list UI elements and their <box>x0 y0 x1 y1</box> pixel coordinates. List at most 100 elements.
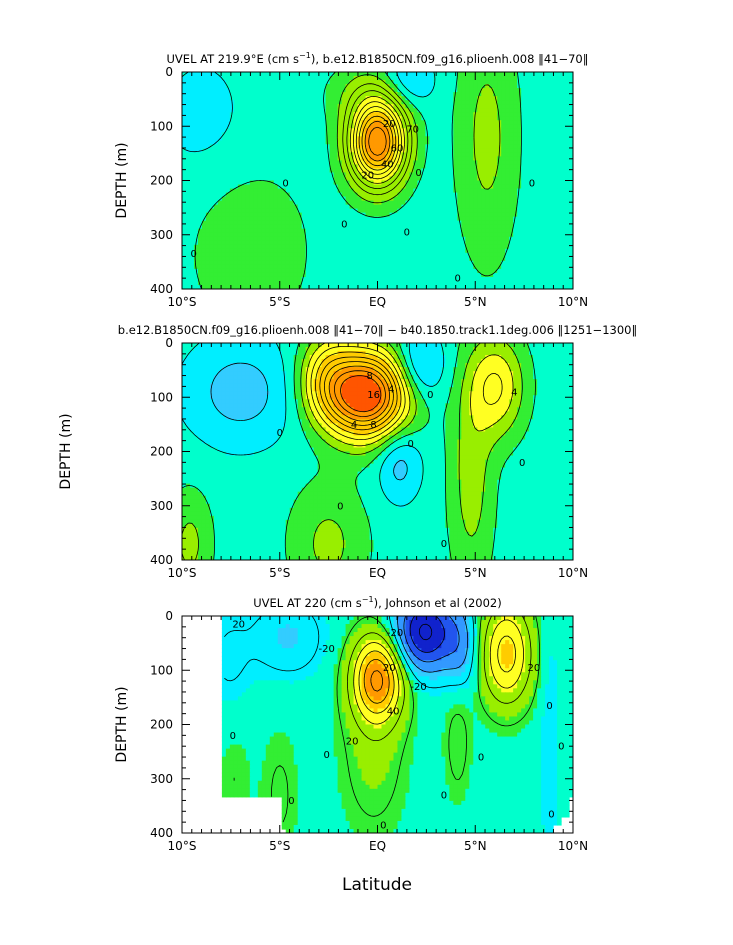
field-cell <box>185 236 191 242</box>
field-cell <box>565 176 570 182</box>
field-cell <box>253 224 259 230</box>
field-cell <box>205 108 211 113</box>
field-cell <box>221 188 227 194</box>
field-cell <box>193 100 199 105</box>
field-cell <box>537 160 542 166</box>
field-cell <box>289 80 295 85</box>
field-cell <box>353 264 359 270</box>
field-cell <box>405 180 411 186</box>
field-cell <box>553 108 558 113</box>
field-cell <box>229 96 235 101</box>
field-cell <box>369 188 375 194</box>
field-cell <box>225 104 231 109</box>
field-cell <box>357 116 363 121</box>
field-cell <box>505 124 510 129</box>
field-cell <box>373 140 379 145</box>
field-cell <box>357 220 363 226</box>
field-cell <box>182 256 187 262</box>
field-cell <box>205 128 211 133</box>
field-cell <box>253 260 259 266</box>
field-cell <box>182 196 187 202</box>
field-cell <box>197 232 203 238</box>
field-cell <box>305 88 311 93</box>
field-cell <box>425 172 430 178</box>
field-cell <box>217 264 223 270</box>
field-cell <box>365 264 371 270</box>
field-cell <box>409 80 415 85</box>
field-cell <box>201 208 207 214</box>
field-cell <box>205 272 211 278</box>
field-cell <box>509 240 514 246</box>
field-cell <box>549 140 554 145</box>
field-cell <box>341 144 347 149</box>
field-cell <box>237 236 243 242</box>
field-cell <box>529 264 534 270</box>
field-cell <box>365 124 371 129</box>
field-cell <box>341 148 347 153</box>
field-cell <box>293 256 299 262</box>
field-cell <box>229 220 235 226</box>
field-cell <box>321 88 327 93</box>
field-cell <box>429 96 434 101</box>
field-cell <box>237 260 243 266</box>
field-cell <box>533 104 538 109</box>
field-cell <box>301 192 307 198</box>
field-cell <box>465 188 470 194</box>
field-cell <box>441 236 446 242</box>
field-cell <box>357 200 363 206</box>
field-cell <box>329 220 335 226</box>
field-cell <box>393 248 399 254</box>
field-cell <box>289 144 295 149</box>
field-cell <box>545 116 550 121</box>
field-cell <box>565 260 570 266</box>
field-cell <box>389 100 395 105</box>
field-cell <box>481 140 486 145</box>
field-cell <box>513 140 518 145</box>
field-cell <box>405 104 411 109</box>
field-cell <box>521 84 526 89</box>
field-cell <box>441 108 446 113</box>
field-cell <box>569 256 573 262</box>
field-cell <box>509 252 514 258</box>
field-cell <box>429 168 434 174</box>
field-cell <box>357 180 363 186</box>
field-cell <box>213 232 219 238</box>
field-cell <box>425 128 430 133</box>
field-cell <box>433 272 438 278</box>
field-cell <box>209 264 215 270</box>
field-cell <box>213 256 219 262</box>
field-cell <box>269 148 275 153</box>
field-cell <box>225 192 231 198</box>
field-cell <box>309 204 315 210</box>
field-cell <box>353 212 359 218</box>
field-cell <box>265 200 271 206</box>
field-cell <box>237 120 243 125</box>
field-cell <box>221 260 227 266</box>
field-cell <box>385 228 391 234</box>
field-cell <box>401 212 407 218</box>
field-cell <box>281 100 287 105</box>
field-cell <box>501 160 506 166</box>
field-cell <box>345 216 351 222</box>
field-cell <box>257 180 263 186</box>
field-cell <box>501 104 506 109</box>
field-cell <box>501 100 506 105</box>
field-cell <box>217 128 223 133</box>
field-cell <box>425 228 430 234</box>
field-cell <box>341 100 347 105</box>
field-cell <box>489 200 494 206</box>
field-cell <box>249 252 255 258</box>
field-cell <box>329 264 335 270</box>
field-cell <box>189 84 195 89</box>
field-cell <box>325 72 331 77</box>
field-cell <box>425 116 430 121</box>
field-cell <box>265 232 271 238</box>
field-cell <box>193 180 199 186</box>
field-cell <box>529 156 534 162</box>
field-cell <box>317 96 323 101</box>
field-cell <box>509 152 514 157</box>
field-cell <box>517 228 522 234</box>
field-cell <box>325 104 331 109</box>
field-cell <box>301 140 307 145</box>
field-cell <box>421 72 426 77</box>
